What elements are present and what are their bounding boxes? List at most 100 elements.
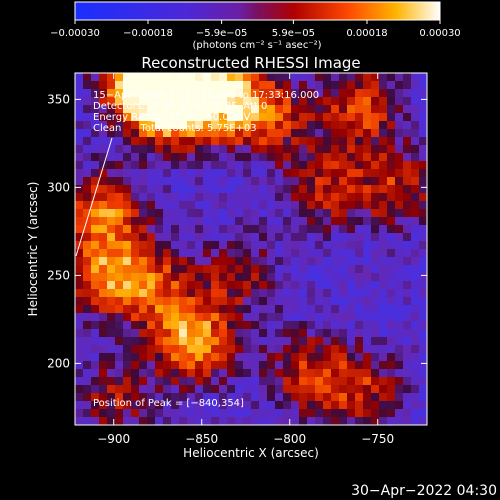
heatmap-cell [395,185,404,194]
heatmap-cell [211,393,220,402]
heatmap-cell [347,321,356,330]
heatmap-cell [107,265,116,274]
heatmap-cell [299,241,308,250]
heatmap-cell [115,97,124,106]
heatmap-cell [339,153,348,162]
heatmap-cell [91,329,100,338]
heatmap-cell [347,161,356,170]
heatmap-cell [171,177,180,186]
heatmap-cell [195,217,204,226]
heatmap-cell [379,241,388,250]
heatmap-cell [115,289,124,298]
heatmap-cell [363,257,372,266]
heatmap-cell [307,273,316,282]
heatmap-cell [307,177,316,186]
heatmap-cell [203,289,212,298]
heatmap-cell [147,169,156,178]
heatmap-cell [115,393,124,402]
heatmap-cell [195,393,204,402]
heatmap-cell [251,337,260,346]
heatmap-cell [331,113,340,122]
heatmap-cell [123,201,132,210]
heatmap-cell [275,185,284,194]
heatmap-cell [331,193,340,202]
heatmap-cell [299,265,308,274]
heatmap-cell [75,345,84,354]
heatmap-cell [227,105,236,114]
heatmap-cell [171,193,180,202]
heatmap-cell [339,233,348,242]
heatmap-cell [115,105,124,114]
heatmap-cell [315,321,324,330]
heatmap-cell [83,241,92,250]
heatmap-cell [219,353,228,362]
heatmap-cell [107,217,116,226]
heatmap-cell [403,105,412,114]
heatmap-cell [259,225,268,234]
heatmap-cell [331,377,340,386]
heatmap-cell [91,321,100,330]
heatmap-cell [99,201,108,210]
heatmap-cell [259,361,268,370]
heatmap-cell [331,345,340,354]
heatmap-cell [339,321,348,330]
heatmap-cell [291,201,300,210]
heatmap-cell [419,385,427,394]
heatmap-cell [323,89,332,98]
heatmap-cell [267,121,276,130]
heatmap-cell [211,81,220,90]
heatmap-cell [83,153,92,162]
heatmap-cell [227,369,236,378]
heatmap-cell [411,89,420,98]
heatmap-cell [155,185,164,194]
heatmap-cell [323,233,332,242]
heatmap-cell [395,289,404,298]
heatmap-cell [211,113,220,122]
heatmap-cell [299,177,308,186]
heatmap-cell [139,169,148,178]
heatmap-cell [83,145,92,154]
heatmap-cell [131,249,140,258]
heatmap-cell [171,73,180,82]
heatmap-cell [75,281,84,290]
heatmap-cell [195,209,204,218]
heatmap-cell [299,369,308,378]
heatmap-cell [395,105,404,114]
heatmap-cell [75,337,84,346]
heatmap-cell [267,369,276,378]
heatmap-cell [323,297,332,306]
heatmap-cell [115,209,124,218]
heatmap-cell [147,345,156,354]
heatmap-cell [315,233,324,242]
heatmap-cell [275,137,284,146]
heatmap-cell [315,241,324,250]
heatmap-cell [387,289,396,298]
heatmap-cell [195,185,204,194]
heatmap-cell [227,409,236,418]
heatmap-cell [251,153,260,162]
heatmap-cell [75,265,84,274]
heatmap-cell [331,417,340,425]
heatmap-cell [403,345,412,354]
heatmap-cell [379,337,388,346]
heatmap-cell [395,265,404,274]
heatmap-cell [219,89,228,98]
heatmap-cell [179,185,188,194]
heatmap-cell [339,353,348,362]
heatmap-cell [107,417,116,425]
colorbar: −0.00030 −0.00018 −5.9e−05 5.9e−05 0.00018 0.… [50,1,461,51]
heatmap-cell [131,153,140,162]
heatmap-cell [307,201,316,210]
heatmap-cell [411,329,420,338]
heatmap-cell [179,265,188,274]
heatmap-cell [99,225,108,234]
heatmap-cell [115,249,124,258]
heatmap-cell [131,353,140,362]
heatmap-cell [275,113,284,122]
heatmap-cell [379,329,388,338]
heatmap-cell [275,81,284,90]
heatmap-cell [347,345,356,354]
heatmap-cell [363,113,372,122]
heatmap-cell [299,113,308,122]
